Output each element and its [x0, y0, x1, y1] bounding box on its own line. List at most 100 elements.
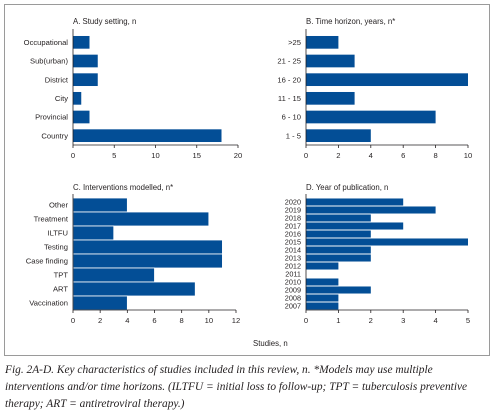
x-tick-label: 2	[336, 151, 340, 160]
bar	[72, 267, 155, 283]
bar	[306, 286, 371, 294]
chart-panel-c: C. Interventions modelled, n* Other Treatm…	[26, 183, 240, 325]
chart-panel-b: B. Time horizon, years, n* >25 21 - 25 16 -…	[277, 17, 472, 160]
chart-panel-d: D. Year of publication, n202020192018201…	[285, 183, 470, 325]
category-label: 2014	[285, 246, 301, 255]
x-tick-label: 0	[304, 316, 308, 325]
bar	[306, 246, 371, 254]
x-tick-label: 0	[71, 151, 75, 160]
x-tick-label: 0	[71, 316, 75, 325]
category-label: 16 - 20	[277, 75, 301, 84]
charts-canvas: A. Study setting, n Occupational Sub(urban…	[24, 17, 473, 348]
figure-frame	[4, 4, 490, 356]
category-label: District	[45, 75, 69, 84]
x-tick-label: 3	[401, 316, 405, 325]
bar	[72, 211, 210, 227]
bar	[306, 214, 371, 222]
category-label: Country	[41, 131, 68, 140]
category-label: TPT	[54, 271, 69, 280]
chart-title: C. Interventions modelled, n*	[73, 183, 173, 192]
category-label: Treatment	[34, 215, 69, 224]
x-tick-label: 20	[234, 151, 242, 160]
category-label: ART	[53, 285, 68, 294]
x-tick-label: 10	[205, 316, 213, 325]
category-label: 21 - 25	[277, 57, 301, 66]
category-label: 2016	[285, 230, 301, 239]
bar	[306, 129, 371, 143]
category-label: 2010	[285, 278, 301, 287]
x-tick-label: 5	[112, 151, 116, 160]
x-tick-label: 12	[232, 316, 240, 325]
bar	[72, 239, 223, 255]
bar	[306, 222, 404, 230]
x-tick-label: 4	[125, 316, 129, 325]
bar	[306, 262, 339, 270]
x-tick-label: 10	[151, 151, 159, 160]
category-label: 11 - 15	[278, 94, 301, 103]
category-label: >25	[288, 38, 301, 47]
bar	[306, 198, 404, 206]
bar	[72, 225, 115, 241]
category-label: 2007	[285, 302, 301, 311]
bar	[72, 253, 223, 269]
chart-title: A. Study setting, n	[73, 17, 136, 26]
bar	[73, 73, 98, 87]
bar	[306, 206, 436, 214]
bar	[306, 230, 371, 238]
bar	[306, 294, 339, 302]
bar	[73, 110, 90, 124]
x-tick-label: 2	[98, 316, 102, 325]
bar	[73, 54, 98, 68]
x-tick-label: 10	[464, 151, 472, 160]
figure-caption: Fig. 2A-D. Key characteristics of studie…	[5, 364, 468, 410]
x-tick-label: 1	[336, 316, 340, 325]
category-label: ILTFU	[47, 229, 68, 238]
category-label: Case finding	[26, 257, 68, 266]
category-label: 2018	[285, 214, 301, 223]
bar	[72, 281, 196, 297]
category-label: 2015	[285, 238, 301, 247]
bar	[72, 295, 128, 311]
bar	[72, 197, 128, 213]
category-label: 2009	[285, 286, 301, 295]
category-label: City	[55, 94, 68, 103]
x-tick-label: 6	[401, 151, 405, 160]
bar	[73, 91, 82, 105]
category-label: 2013	[285, 254, 301, 263]
x-tick-label: 6	[152, 316, 156, 325]
x-tick-label: 4	[433, 316, 437, 325]
category-label: 2011	[285, 270, 301, 279]
chart-title: B. Time horizon, years, n*	[306, 17, 395, 26]
shared-x-axis-label: Studies, n	[253, 339, 288, 348]
x-tick-label: 8	[180, 316, 184, 325]
category-label: Occupational	[24, 38, 69, 47]
chart-panel-a: A. Study setting, n Occupational Sub(urban…	[24, 17, 243, 160]
bar	[306, 302, 339, 310]
x-tick-label: 5	[466, 316, 470, 325]
bar	[306, 73, 468, 87]
category-label: Other	[49, 201, 68, 210]
chart-title: D. Year of publication, n	[306, 183, 388, 192]
bar	[73, 35, 90, 49]
category-label: 2008	[285, 294, 301, 303]
category-label: 2019	[285, 206, 301, 215]
x-tick-label: 8	[433, 151, 437, 160]
bar	[306, 254, 371, 262]
category-label: 2020	[285, 198, 301, 207]
category-label: Testing	[44, 243, 68, 252]
category-label: 2012	[285, 262, 301, 271]
bar	[73, 129, 222, 143]
x-tick-label: 2	[369, 316, 373, 325]
bar	[306, 238, 468, 246]
category-label: 1 - 5	[286, 131, 301, 140]
bar	[306, 54, 355, 68]
category-label: Vaccination	[29, 299, 68, 308]
bar	[306, 35, 339, 49]
category-label: 2017	[285, 222, 301, 231]
category-label: Provincial	[35, 113, 68, 122]
x-tick-label: 4	[369, 151, 373, 160]
bar	[306, 278, 339, 286]
bar	[306, 110, 436, 124]
x-tick-label: 0	[304, 151, 308, 160]
category-label: 6 - 10	[282, 113, 301, 122]
